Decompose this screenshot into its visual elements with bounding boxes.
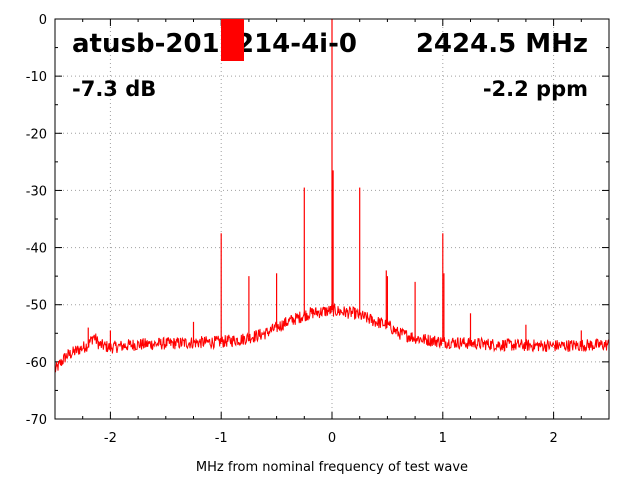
y-tick-label: 0 [39,13,47,28]
redaction-block [221,19,244,61]
y-tick-label: -60 [26,356,47,371]
level-label: -7.3 dB [72,77,156,101]
y-tick-label: -30 [26,184,47,199]
y-tick-label: -70 [26,413,47,428]
y-tick-label: -20 [26,127,47,142]
frequency-label: 2424.5 MHz [416,29,588,59]
y-tick-label: -40 [26,242,47,257]
y-tick-label: -50 [26,299,47,314]
offset-label: -2.2 ppm [483,77,588,101]
x-tick-label: -1 [215,431,228,446]
device-label: atusb-2011 [72,29,238,59]
x-tick-label: 0 [328,431,336,446]
x-axis-title: MHz from nominal frequency of test wave [196,460,468,475]
spur-lines [87,19,582,348]
axis-ticks: 0-10-20-30-40-50-60-70-2 -1 0 1 2 [26,13,610,446]
x-tick-label: -2 [104,431,117,446]
x-tick-label: 2 [549,431,557,446]
x-tick-label: 1 [439,431,447,446]
y-tick-label: -10 [26,70,47,85]
device-label-suffix: 214-4i-0 [236,29,357,59]
plot-frame [54,18,610,420]
